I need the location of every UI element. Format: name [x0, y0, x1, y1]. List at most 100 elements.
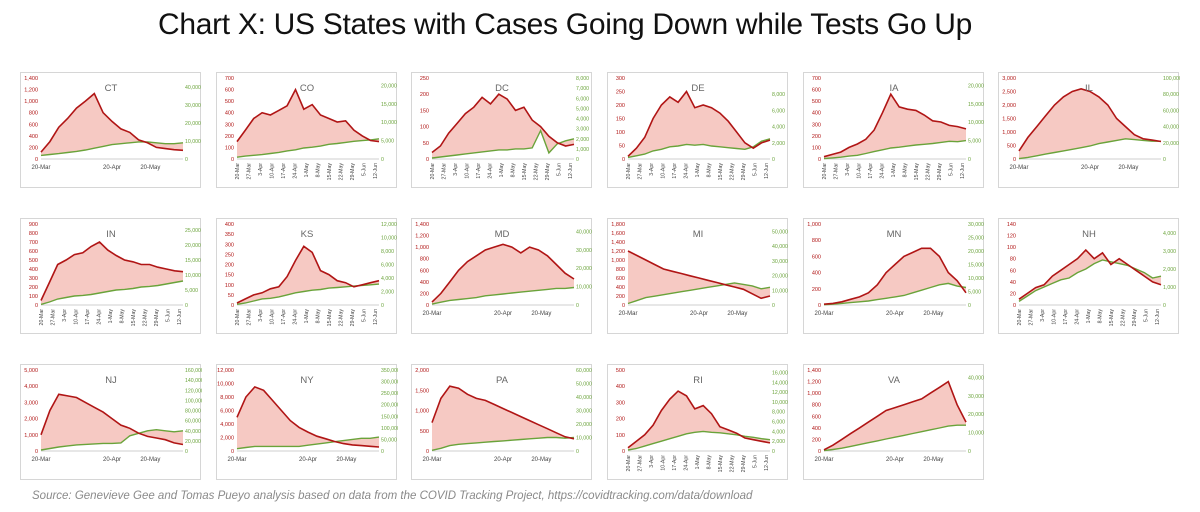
left-tick-label: 1,200 [24, 88, 38, 94]
cases-area [432, 94, 574, 158]
left-tick-label: 400 [29, 134, 38, 140]
right-tick-label: 60,000 [1163, 108, 1179, 114]
right-tick-label: 20,000 [185, 439, 201, 445]
tests-line [40, 280, 184, 306]
x-tick-label: 20-Apr [1081, 165, 1099, 171]
x-tick-label: 22-May [534, 163, 540, 181]
right-tick-label: 140,000 [185, 378, 202, 384]
right-tick-label: 3,000 [576, 127, 589, 133]
right-tick-label: 0 [968, 449, 971, 455]
right-tick-label: 8,000 [772, 410, 785, 416]
right-tick-label: 0 [1163, 157, 1166, 163]
left-tick-label: 600 [812, 414, 821, 420]
tests-line [627, 138, 771, 159]
right-tick-label: 2,000 [1163, 267, 1176, 273]
x-tick-label: 20-May [140, 457, 160, 463]
left-tick-label: 0 [622, 157, 625, 163]
right-tick-label: 5,000 [381, 139, 394, 145]
x-tick-label: 15-May [131, 309, 137, 327]
right-tick-label: 15,000 [968, 263, 984, 269]
left-tick-label: 500 [225, 99, 234, 105]
left-tick-label: 0 [818, 157, 821, 163]
x-tick-label: 10-Apr [270, 163, 276, 179]
state-panel-ny: 0 2,000 4,000 6,000 8,000 10,000 12,000 0 50,000… [216, 364, 398, 480]
left-tick-label: 100 [225, 145, 234, 151]
x-tick-label: 1-May [304, 163, 310, 178]
left-tick-label: 1,400 [415, 222, 429, 228]
left-tick-label: 1,000 [24, 433, 38, 439]
left-tick-label: 300 [225, 122, 234, 128]
left-tick-label: 1,000 [415, 409, 429, 415]
tests-line [627, 430, 771, 451]
x-tick-label: 20-Mar [39, 309, 45, 326]
left-tick-label: 1,400 [807, 368, 821, 374]
x-tick-label: 8-May [1098, 309, 1104, 324]
left-tick-label: 1,800 [611, 222, 625, 228]
x-tick-label: 24-Apr [293, 309, 299, 325]
left-tick-label: 800 [420, 257, 429, 263]
state-chart-svg: 0 100 200 300 400 500 0 2,000 4,000 6,000 8,000 10,… [616, 368, 788, 472]
x-tick-label: 29-May [937, 163, 943, 181]
state-panel-mn: 0 200 400 600 800 1,000 0 5,000 10,000 15,000 20,0… [803, 218, 984, 334]
x-tick-label: 10-Apr [270, 309, 276, 325]
x-tick-label: 22-May [1121, 309, 1127, 327]
x-tick-label: 20-Mar [1009, 165, 1028, 171]
cases-line [627, 90, 771, 157]
x-tick-label: 20-Apr [103, 165, 121, 171]
left-tick-label: 400 [225, 222, 234, 228]
cases-area [824, 94, 966, 159]
left-tick-label: 800 [616, 267, 625, 273]
cases-line [40, 92, 184, 153]
right-tick-label: 5,000 [968, 139, 981, 145]
panel-title: PA [496, 375, 509, 386]
x-tick-label: 17-Apr [281, 309, 287, 325]
left-tick-label: 200 [616, 417, 625, 423]
state-chart-svg: 0 2,000 4,000 6,000 8,000 10,000 12,000 0 50,000… [217, 368, 398, 463]
right-tick-label: 8,000 [772, 92, 785, 98]
x-tick-label: 15-May [327, 309, 333, 327]
x-tick-label: 17-Apr [281, 163, 287, 179]
left-tick-label: 600 [225, 88, 234, 94]
state-panel-md: 0 200 400 600 800 1,000 1,200 1,400 0 10,000 20,00… [411, 218, 592, 334]
left-tick-label: 20 [1010, 291, 1016, 297]
left-tick-label: 0 [231, 449, 234, 455]
left-tick-label: 600 [812, 88, 821, 94]
right-tick-label: 30,000 [576, 409, 592, 415]
left-tick-label: 2,000 [220, 436, 234, 442]
right-tick-label: 80,000 [1163, 92, 1179, 98]
left-tick-label: 1,200 [415, 234, 429, 240]
right-tick-label: 0 [772, 303, 775, 309]
tests-line [236, 436, 380, 450]
left-tick-label: 1,500 [415, 388, 429, 394]
x-tick-label: 17-Apr [672, 163, 678, 179]
x-tick-label: 29-May [154, 309, 160, 327]
cases-area [628, 91, 770, 158]
right-tick-label: 10,000 [381, 120, 397, 126]
left-tick-label: 1,000 [1002, 130, 1016, 136]
cases-line [627, 390, 771, 449]
left-tick-label: 0 [818, 449, 821, 455]
cases-area [237, 386, 379, 449]
left-tick-label: 700 [29, 240, 38, 246]
x-tick-label: 27-Mar [247, 309, 253, 326]
x-tick-label: 17-Apr [868, 163, 874, 179]
x-tick-label: 12-Jun [764, 163, 770, 179]
state-chart-svg: 0 100 200 300 400 500 600 700 0 5,000 10,000 15,000… [812, 76, 984, 181]
right-tick-label: 200,000 [381, 403, 398, 409]
right-tick-label: 40,000 [968, 375, 984, 381]
left-tick-label: 400 [225, 111, 234, 117]
left-tick-label: 300 [225, 242, 234, 248]
right-tick-label: 10,000 [185, 139, 201, 145]
x-tick-label: 20-Mar [1017, 309, 1023, 326]
left-tick-label: 800 [29, 231, 38, 237]
cases-area [628, 391, 770, 451]
left-tick-label: 500 [1007, 144, 1016, 150]
right-tick-label: 10,000 [576, 436, 592, 442]
x-tick-label: 27-Mar [1029, 309, 1035, 326]
cases-line [823, 247, 967, 305]
left-tick-label: 100 [225, 283, 234, 289]
cases-line [1018, 87, 1162, 152]
x-tick-label: 1-May [1086, 309, 1092, 324]
x-tick-label: 20-Mar [31, 165, 50, 171]
tests-line [40, 428, 184, 451]
